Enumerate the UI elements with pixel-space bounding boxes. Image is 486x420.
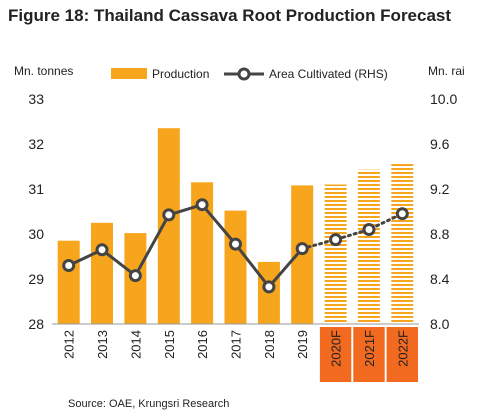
legend-production-label: Production	[152, 67, 209, 81]
y-tick-left: 33	[28, 91, 44, 107]
x-tick-label: 2015	[162, 330, 177, 359]
forecast-label-bg-2020F	[319, 327, 352, 382]
legend-area-label: Area Cultivated (RHS)	[269, 67, 388, 81]
y-tick-left: 28	[28, 316, 44, 332]
y-tick-right: 9.2	[430, 181, 450, 197]
area-point-2016	[195, 198, 209, 212]
x-tick-label: 2020F	[329, 330, 344, 367]
x-tick-label: 2017	[229, 330, 244, 359]
x-tick-label: 2019	[295, 330, 310, 359]
area-point-2015	[162, 208, 176, 222]
y-tick-right: 10.0	[430, 91, 457, 107]
bar-2021F	[357, 169, 380, 324]
bar-2017	[224, 210, 247, 324]
area-line-actual	[68, 202, 304, 290]
area-point-2014	[128, 269, 142, 283]
x-tick-label: 2012	[62, 330, 77, 359]
bar-2012	[57, 240, 80, 324]
y-tick-right: 8.8	[430, 226, 450, 242]
bar-2013	[91, 222, 113, 325]
y-axis-label-right: Mn. rai	[428, 64, 465, 78]
x-tick-label: 2022F	[395, 330, 410, 367]
area-point-2018	[262, 280, 276, 294]
area-point-2013	[95, 243, 109, 257]
bar-2022F	[391, 162, 414, 324]
area-line-forecast	[300, 212, 404, 251]
y-tick-left: 30	[28, 226, 44, 242]
source-note: Source: OAE, Krungsri Research	[68, 398, 230, 410]
y-tick-left: 32	[28, 136, 44, 152]
area-point-2021F	[362, 223, 376, 236]
x-tick-label: 2014	[128, 330, 143, 359]
y-tick-left: 31	[28, 181, 44, 197]
figure-title: Figure 18: Thailand Cassava Root Product…	[8, 6, 452, 25]
legend-area-marker	[237, 67, 251, 81]
area-point-2012	[62, 259, 76, 272]
bar-2020F	[324, 184, 347, 324]
x-tick-label: 2013	[95, 330, 110, 359]
x-tick-label: 2021F	[362, 330, 377, 367]
y-tick-right: 8.0	[430, 316, 450, 332]
x-tick-label: 2018	[262, 330, 277, 359]
forecast-label-bg-2022F	[386, 327, 418, 382]
y-tick-left: 29	[28, 271, 44, 287]
bar-2016	[191, 182, 214, 324]
x-tick-label: 2016	[195, 330, 210, 359]
bar-2015	[157, 128, 180, 324]
legend: Production Area Cultivated (RHS)	[111, 67, 388, 81]
forecast-label-bg-2021F	[353, 327, 385, 382]
y-tick-right: 8.4	[430, 271, 450, 287]
y-tick-right: 9.6	[430, 136, 450, 152]
area-point-2019	[295, 242, 309, 256]
area-point-2017	[229, 237, 242, 251]
y-axis-label-left: Mn. tonnes	[14, 64, 73, 78]
area-point-2020F	[329, 233, 343, 247]
legend-production-swatch	[111, 68, 147, 79]
area-point-2022F	[395, 207, 409, 221]
